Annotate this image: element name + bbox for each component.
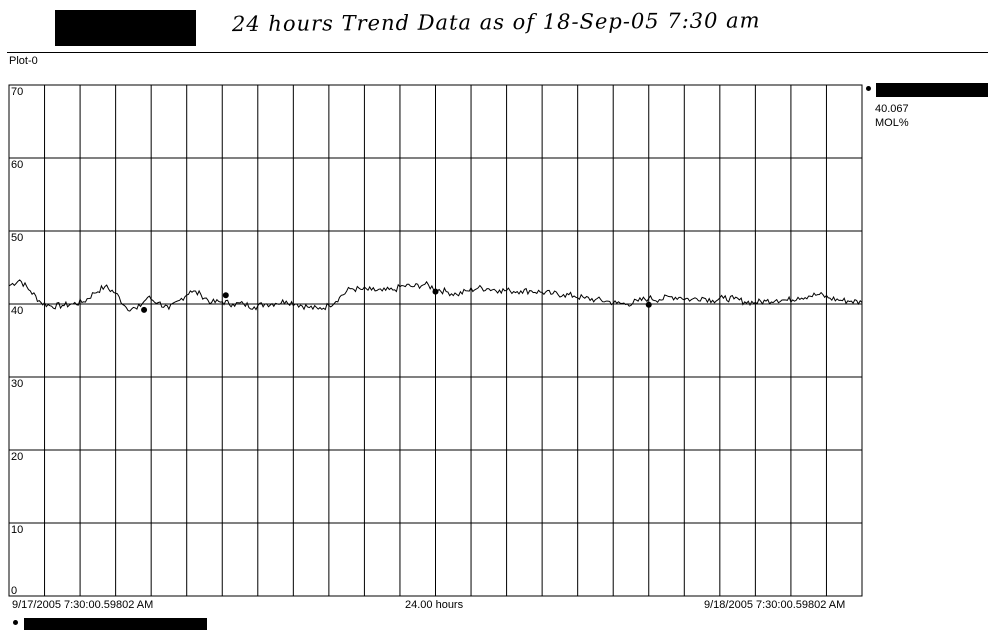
frame-top-line	[7, 52, 988, 53]
y-tick-label: 70	[11, 86, 23, 98]
legend-unit: MOL%	[875, 117, 909, 129]
bottom-legend-marker	[13, 620, 18, 625]
plot-border	[8, 84, 863, 597]
vertical-gridlines	[44, 85, 827, 596]
y-tick-label: 40	[11, 305, 23, 317]
x-axis-start-label: 9/17/2005 7:30:00.59802 AM	[12, 599, 154, 611]
legend-value: 40.067	[875, 103, 909, 115]
redaction-box-bottom	[24, 618, 207, 630]
y-tick-label: 0	[11, 585, 17, 597]
plot-label: Plot-0	[9, 55, 38, 67]
y-tick-labels: 0 10 20 30 40 50 60 70	[11, 86, 23, 597]
trend-marker	[432, 288, 439, 295]
horizontal-gridlines	[9, 157, 862, 524]
y-tick-label: 20	[11, 451, 23, 463]
legend-marker	[866, 86, 871, 91]
y-tick-label: 60	[11, 159, 23, 171]
x-axis-end-label: 9/18/2005 7:30:00.59802 AM	[704, 599, 846, 611]
y-tick-label: 10	[11, 524, 23, 536]
trend-marker	[222, 292, 229, 299]
trend-marker	[645, 301, 652, 308]
trend-markers	[141, 288, 652, 313]
redaction-box-top	[55, 10, 196, 46]
trend-marker	[141, 306, 148, 313]
y-tick-label: 50	[11, 232, 23, 244]
x-axis-span-label: 24.00 hours	[405, 599, 464, 611]
redaction-box-legend	[876, 83, 988, 97]
y-tick-label: 30	[11, 378, 23, 390]
